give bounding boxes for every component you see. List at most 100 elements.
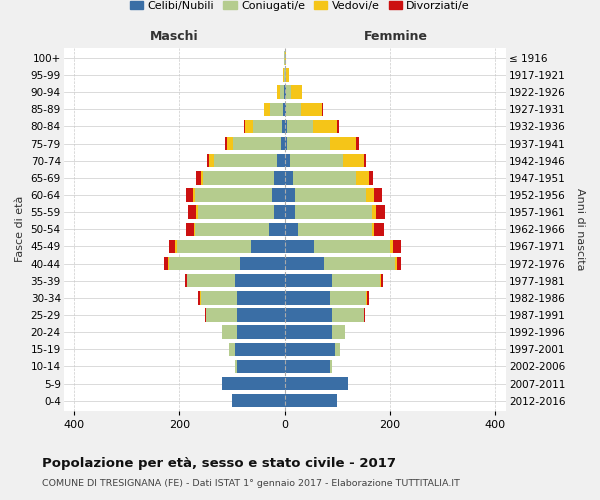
Bar	[314, 240, 390, 253]
Bar	[200, 171, 203, 184]
Bar	[356, 171, 369, 184]
Bar	[285, 137, 287, 150]
Bar	[238, 326, 285, 339]
Bar	[193, 188, 195, 202]
Bar	[332, 274, 380, 287]
Bar	[269, 222, 285, 236]
Bar	[301, 102, 322, 116]
Bar	[285, 68, 286, 82]
Bar	[285, 154, 290, 168]
Bar	[285, 360, 329, 373]
Bar	[343, 154, 364, 168]
Bar	[372, 222, 374, 236]
Legend: Celibi/Nubili, Coniugati/e, Vedovi/e, Divorziati/e: Celibi/Nubili, Coniugati/e, Vedovi/e, Di…	[130, 0, 470, 10]
Bar	[209, 154, 214, 168]
Text: Femmine: Femmine	[364, 30, 427, 44]
Bar	[277, 154, 285, 168]
Bar	[195, 188, 272, 202]
Bar	[238, 308, 285, 322]
Bar	[207, 154, 209, 168]
Bar	[313, 120, 337, 133]
Bar	[286, 86, 291, 99]
Bar	[177, 240, 251, 253]
Bar	[251, 240, 285, 253]
Bar	[285, 308, 332, 322]
Bar	[356, 137, 359, 150]
Bar	[390, 240, 393, 253]
Bar	[186, 222, 194, 236]
Bar	[196, 206, 198, 219]
Bar	[298, 222, 372, 236]
Bar	[285, 257, 325, 270]
Bar	[285, 102, 286, 116]
Bar	[203, 171, 274, 184]
Bar	[238, 291, 285, 304]
Bar	[284, 68, 285, 82]
Bar	[169, 240, 175, 253]
Bar	[274, 171, 285, 184]
Y-axis label: Anni di nascita: Anni di nascita	[575, 188, 585, 270]
Bar	[335, 342, 340, 356]
Bar	[235, 342, 285, 356]
Bar	[285, 188, 295, 202]
Bar	[199, 291, 200, 304]
Bar	[244, 120, 245, 133]
Bar	[287, 137, 329, 150]
Y-axis label: Fasce di età: Fasce di età	[15, 196, 25, 262]
Bar	[369, 171, 373, 184]
Bar	[206, 308, 238, 322]
Bar	[285, 394, 337, 407]
Bar	[397, 257, 401, 270]
Bar	[287, 120, 313, 133]
Bar	[195, 222, 269, 236]
Bar	[329, 137, 356, 150]
Bar	[283, 102, 285, 116]
Bar	[337, 120, 338, 133]
Bar	[280, 86, 284, 99]
Bar	[205, 308, 206, 322]
Bar	[332, 308, 364, 322]
Bar	[295, 188, 367, 202]
Bar	[272, 188, 285, 202]
Text: Popolazione per età, sesso e stato civile - 2017: Popolazione per età, sesso e stato civil…	[42, 458, 396, 470]
Bar	[286, 102, 301, 116]
Bar	[325, 257, 395, 270]
Bar	[194, 222, 195, 236]
Bar	[291, 86, 302, 99]
Bar	[229, 342, 235, 356]
Bar	[364, 308, 365, 322]
Bar	[285, 86, 286, 99]
Bar	[395, 257, 397, 270]
Bar	[295, 206, 372, 219]
Bar	[238, 360, 285, 373]
Bar	[285, 377, 348, 390]
Bar	[285, 222, 298, 236]
Bar	[240, 257, 285, 270]
Bar	[198, 206, 274, 219]
Bar	[285, 171, 293, 184]
Bar	[281, 137, 285, 150]
Bar	[332, 326, 346, 339]
Bar	[264, 102, 270, 116]
Bar	[290, 154, 343, 168]
Bar	[253, 120, 282, 133]
Bar	[329, 291, 367, 304]
Bar	[232, 394, 285, 407]
Bar	[329, 360, 332, 373]
Bar	[235, 360, 238, 373]
Bar	[374, 188, 382, 202]
Bar	[175, 240, 177, 253]
Bar	[164, 257, 168, 270]
Bar	[393, 240, 401, 253]
Bar	[196, 171, 200, 184]
Bar	[227, 137, 233, 150]
Bar	[187, 188, 193, 202]
Bar	[233, 137, 281, 150]
Bar	[286, 68, 289, 82]
Bar	[285, 240, 314, 253]
Bar	[285, 326, 332, 339]
Bar	[200, 291, 238, 304]
Bar	[225, 137, 227, 150]
Bar	[285, 206, 295, 219]
Bar	[364, 154, 367, 168]
